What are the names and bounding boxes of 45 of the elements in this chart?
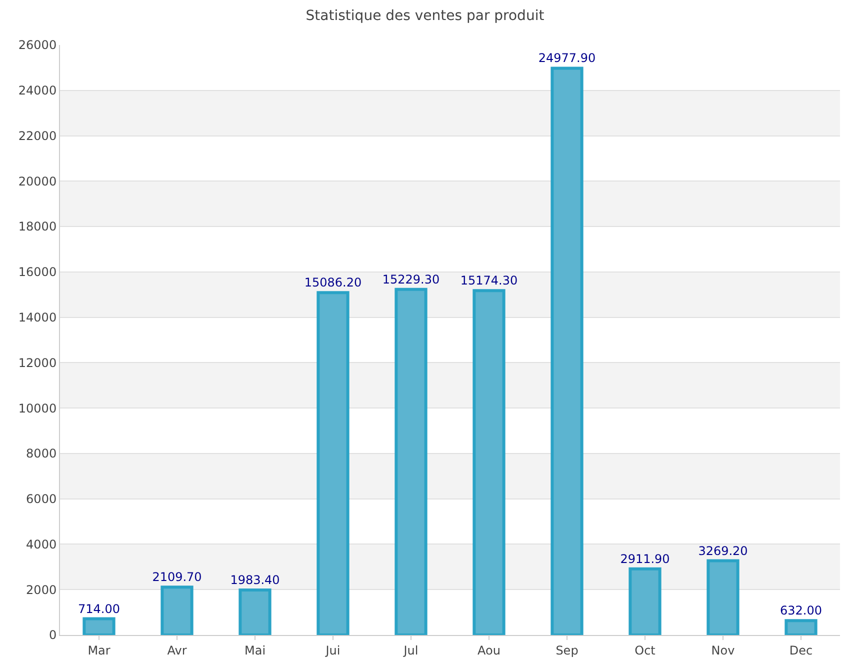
x-tick-label: Mar (88, 643, 110, 658)
y-tick-label: 26000 (18, 38, 57, 52)
y-tick-label: 16000 (18, 265, 57, 280)
data-label: 714.00 (78, 602, 120, 616)
y-tick-label: 8000 (26, 446, 57, 461)
data-label: 3269.20 (698, 544, 748, 558)
y-tick-label: 18000 (18, 220, 57, 234)
x-tick-label: Jui (324, 643, 340, 658)
y-tick-label: 24000 (18, 84, 57, 98)
x-tick-label: Mai (244, 643, 266, 658)
data-label: 15229.30 (382, 272, 440, 286)
bar (316, 291, 350, 635)
bar (550, 66, 584, 635)
x-tick-label: Oct (634, 643, 656, 658)
x-tick-label: Avr (167, 643, 187, 658)
bar (238, 588, 272, 635)
x-tick-label: Dec (789, 643, 813, 658)
x-tick-label: Jul (402, 643, 418, 658)
data-label: 632.00 (780, 604, 822, 618)
data-label: 24977.90 (538, 51, 596, 66)
data-label: 2911.90 (620, 552, 670, 566)
y-tick-label: 14000 (18, 310, 57, 325)
chart-title: Statistique des ventes par produit (306, 8, 545, 24)
y-tick-label: 22000 (18, 128, 57, 143)
y-tick-label: 20000 (18, 174, 57, 188)
bar (160, 586, 194, 635)
y-tick-label: 10000 (18, 401, 57, 416)
bar (394, 288, 428, 635)
x-tick-label: Sep (556, 643, 578, 658)
bar (472, 289, 506, 635)
data-label: 1983.40 (230, 572, 280, 587)
bar (628, 567, 662, 635)
x-tick-label: Nov (711, 643, 735, 658)
bar (706, 559, 740, 635)
y-tick-label: 0 (48, 628, 57, 642)
y-tick-label: 2000 (26, 582, 57, 597)
data-label: 15086.20 (304, 276, 362, 290)
bar (784, 619, 818, 635)
y-tick-label: 12000 (18, 356, 57, 370)
y-tick-label: 6000 (26, 492, 57, 506)
y-tick-label: 4000 (26, 537, 57, 552)
data-label: 15174.30 (460, 274, 518, 288)
bar (82, 617, 116, 635)
data-label: 2109.70 (152, 570, 202, 584)
x-tick-label: Aou (478, 643, 500, 658)
